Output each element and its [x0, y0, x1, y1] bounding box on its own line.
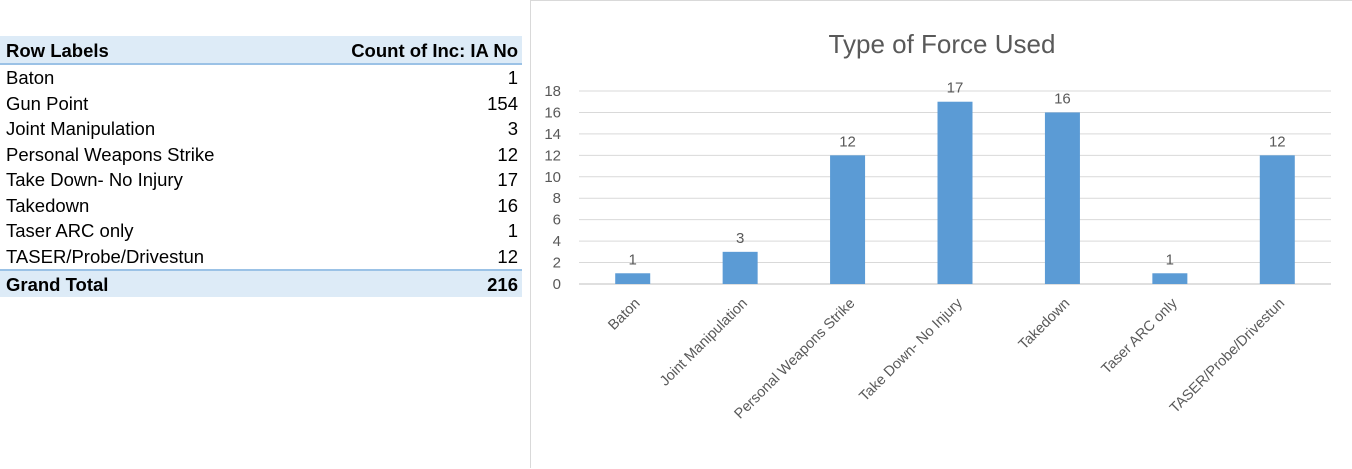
- x-tick-label: Take Down- No Injury: [857, 295, 967, 405]
- row-label: Taser ARC only: [6, 220, 134, 241]
- x-tick-label: Taser ARC only: [1099, 295, 1182, 378]
- chart-title: Type of Force Used: [828, 29, 1056, 59]
- y-tick-label: 18: [544, 83, 561, 100]
- data-label: 3: [736, 230, 744, 247]
- data-label: 12: [839, 133, 856, 150]
- y-tick-label: 16: [544, 104, 561, 121]
- row-count: 12: [497, 245, 518, 267]
- x-tick-label: Baton: [605, 296, 643, 334]
- table-row[interactable]: Baton 1: [0, 65, 522, 91]
- row-labels-header[interactable]: Row Labels: [6, 40, 109, 61]
- count-header[interactable]: Count of Inc: IA No: [351, 40, 518, 61]
- table-row[interactable]: Taser ARC only 1: [0, 218, 522, 244]
- table-row[interactable]: Joint Manipulation 3: [0, 116, 522, 142]
- row-count: 154: [487, 92, 518, 114]
- y-tick-label: 6: [553, 212, 561, 229]
- grand-total-row[interactable]: Grand Total 216: [0, 269, 522, 297]
- bar-chart[interactable]: Type of Force Used 0 2 4 6 8 10 12 14 16 18 1 Baton…: [530, 0, 1352, 468]
- bar: [1152, 273, 1188, 284]
- row-count: 3: [507, 118, 518, 139]
- bar: [615, 273, 651, 284]
- row-label: Joint Manipulation: [6, 118, 156, 139]
- row-label: Takedown: [6, 194, 90, 216]
- row-count: 17: [497, 169, 518, 190]
- pivot-body: Baton 1 Gun Point 154 Joint Manipulation 3 Per…: [0, 65, 522, 269]
- row-label: Personal Weapons Strike: [6, 143, 215, 165]
- row-label: Baton: [6, 67, 55, 88]
- grand-total-value: 216: [487, 274, 518, 295]
- y-tick-label: 14: [544, 126, 561, 143]
- bar: [937, 101, 973, 284]
- bar: [830, 155, 866, 284]
- y-tick-label: 0: [553, 276, 561, 293]
- row-label: TASER/Probe/Drivestun: [6, 245, 205, 267]
- row-label: Take Down- No Injury: [6, 169, 183, 190]
- x-tick-label: TASER/Probe/Drivestun: [1167, 296, 1288, 417]
- table-row[interactable]: Take Down- No Injury 17: [0, 167, 522, 193]
- table-row[interactable]: Gun Point 154: [0, 91, 522, 117]
- x-tick-label: Joint Manipulation: [657, 296, 751, 390]
- data-label: 16: [1054, 90, 1071, 107]
- row-label: Gun Point: [6, 92, 89, 114]
- row-count: 1: [507, 67, 518, 88]
- table-row[interactable]: TASER/Probe/Drivestun 12: [0, 244, 522, 270]
- bar: [722, 251, 758, 284]
- y-tick-label: 12: [544, 147, 561, 164]
- data-label: 1: [1166, 251, 1174, 268]
- data-label: 1: [629, 251, 637, 268]
- row-count: 1: [507, 220, 518, 241]
- table-row[interactable]: Takedown 16: [0, 193, 522, 219]
- y-tick-label: 10: [544, 169, 561, 186]
- x-tick-label: Personal Weapons Strike: [732, 296, 859, 423]
- y-tick-label: 2: [553, 255, 561, 272]
- x-tick-label: Takedown: [1016, 296, 1073, 353]
- pivot-table: Row Labels Count of Inc: IA No Baton 1 Gun…: [0, 36, 522, 297]
- row-count: 16: [497, 194, 518, 216]
- data-label: 12: [1269, 133, 1286, 150]
- y-tick-label: 8: [553, 190, 561, 207]
- grand-total-label: Grand Total: [6, 274, 109, 295]
- table-row[interactable]: Personal Weapons Strike 12: [0, 142, 522, 168]
- pivot-header-row: Row Labels Count of Inc: IA No: [0, 36, 522, 65]
- bar: [1259, 155, 1295, 284]
- y-tick-label: 4: [553, 233, 561, 250]
- data-label: 17: [947, 80, 964, 97]
- chart-plot-area: 0 2 4 6 8 10 12 14 16 18 1 Baton 3 Joint Manipulation…: [544, 80, 1331, 423]
- row-count: 12: [497, 143, 518, 165]
- bar: [1044, 112, 1080, 284]
